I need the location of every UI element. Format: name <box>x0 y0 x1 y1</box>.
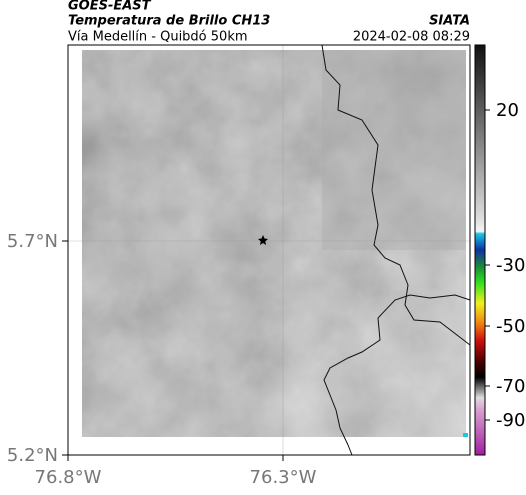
border-line <box>321 44 471 346</box>
colorbar-label: -90 <box>496 410 525 431</box>
datetime: 2024-02-08 08:29 <box>353 30 470 45</box>
border-line <box>323 294 471 456</box>
latitude-label: 5.2°N <box>7 445 58 466</box>
image-shading <box>322 50 466 250</box>
map-frame <box>67 44 471 456</box>
colorbar-label: -30 <box>496 255 525 276</box>
region: Vía Medellín - Quibdó 50km <box>68 30 248 45</box>
longitude-label: 76.8°W <box>35 467 102 488</box>
latitude-label: 5.7°N <box>7 231 58 252</box>
colorbar-label: -70 <box>496 376 525 397</box>
longitude-label: 76.3°W <box>250 467 317 488</box>
colorbar-scale <box>474 44 486 456</box>
map-area <box>67 44 471 456</box>
colorbar-label: -50 <box>496 316 525 337</box>
colorbar-label: 20 <box>496 100 519 121</box>
satellite: GOES-EAST <box>68 0 152 14</box>
source: SIATA <box>429 14 470 29</box>
image-shading <box>82 50 466 437</box>
product: Temperatura de Brillo CH13 <box>68 14 270 29</box>
image-artifact <box>463 433 468 437</box>
location-marker <box>258 235 268 245</box>
colorbar: 20 -30 -50 -70 -90 <box>474 44 525 456</box>
